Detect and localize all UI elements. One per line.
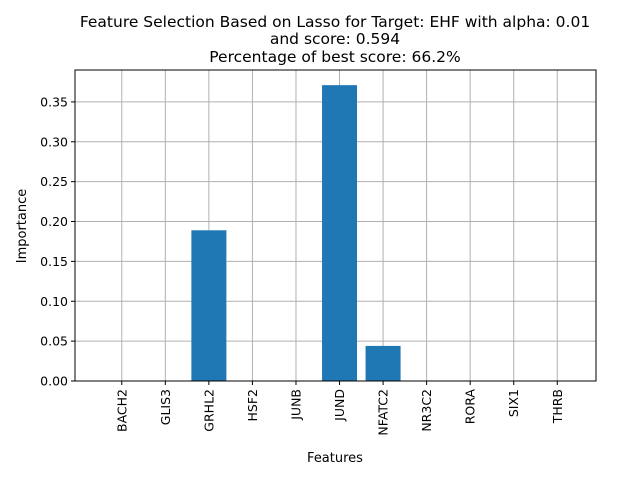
y-tick-label: 0.05 xyxy=(40,334,68,349)
x-tick-label: SIX1 xyxy=(506,389,521,417)
chart-title-line-3: Percentage of best score: 66.2% xyxy=(209,48,460,66)
y-tick-label: 0.25 xyxy=(40,174,68,189)
chart-title-line-1: Feature Selection Based on Lasso for Tar… xyxy=(80,13,590,31)
x-tick-label: NR3C2 xyxy=(419,389,434,432)
x-axis-label: Features xyxy=(307,451,363,466)
y-tick-label: 0.30 xyxy=(40,134,68,149)
y-tick-label: 0.10 xyxy=(40,294,68,309)
y-tick-label: 0.35 xyxy=(40,94,68,109)
y-tick-label: 0.00 xyxy=(40,374,68,389)
y-tick-label: 0.20 xyxy=(40,214,68,229)
x-tick-label: NFATC2 xyxy=(376,389,391,436)
x-tick-label: RORA xyxy=(463,389,478,425)
y-axis-label: Importance xyxy=(15,189,30,264)
chart-title-line-2: and score: 0.594 xyxy=(270,30,400,48)
bar-grhl2 xyxy=(191,230,227,381)
bar-nfatc2 xyxy=(365,345,401,381)
x-tick-label: GLIS3 xyxy=(158,389,173,425)
y-axis-ticks: 0.00 0.05 0.10 0.15 0.20 0.25 0.30 0.35 xyxy=(40,94,75,389)
x-tick-label: GRHL2 xyxy=(201,389,216,432)
x-tick-label: THRB xyxy=(550,389,565,424)
x-tick-label: JUNB xyxy=(288,389,303,421)
x-axis-ticks: BACH2 GLIS3 GRHL2 HSF2 JUNB JUND NFATC2 NR3C2 RO… xyxy=(114,381,565,436)
plot-frame xyxy=(74,69,597,382)
bars xyxy=(191,85,401,382)
y-tick-label: 0.15 xyxy=(40,254,68,269)
x-tick-label: JUND xyxy=(332,389,347,422)
x-tick-label: HSF2 xyxy=(245,389,260,421)
x-tick-label: BACH2 xyxy=(114,389,129,432)
bar-jund xyxy=(322,85,358,382)
